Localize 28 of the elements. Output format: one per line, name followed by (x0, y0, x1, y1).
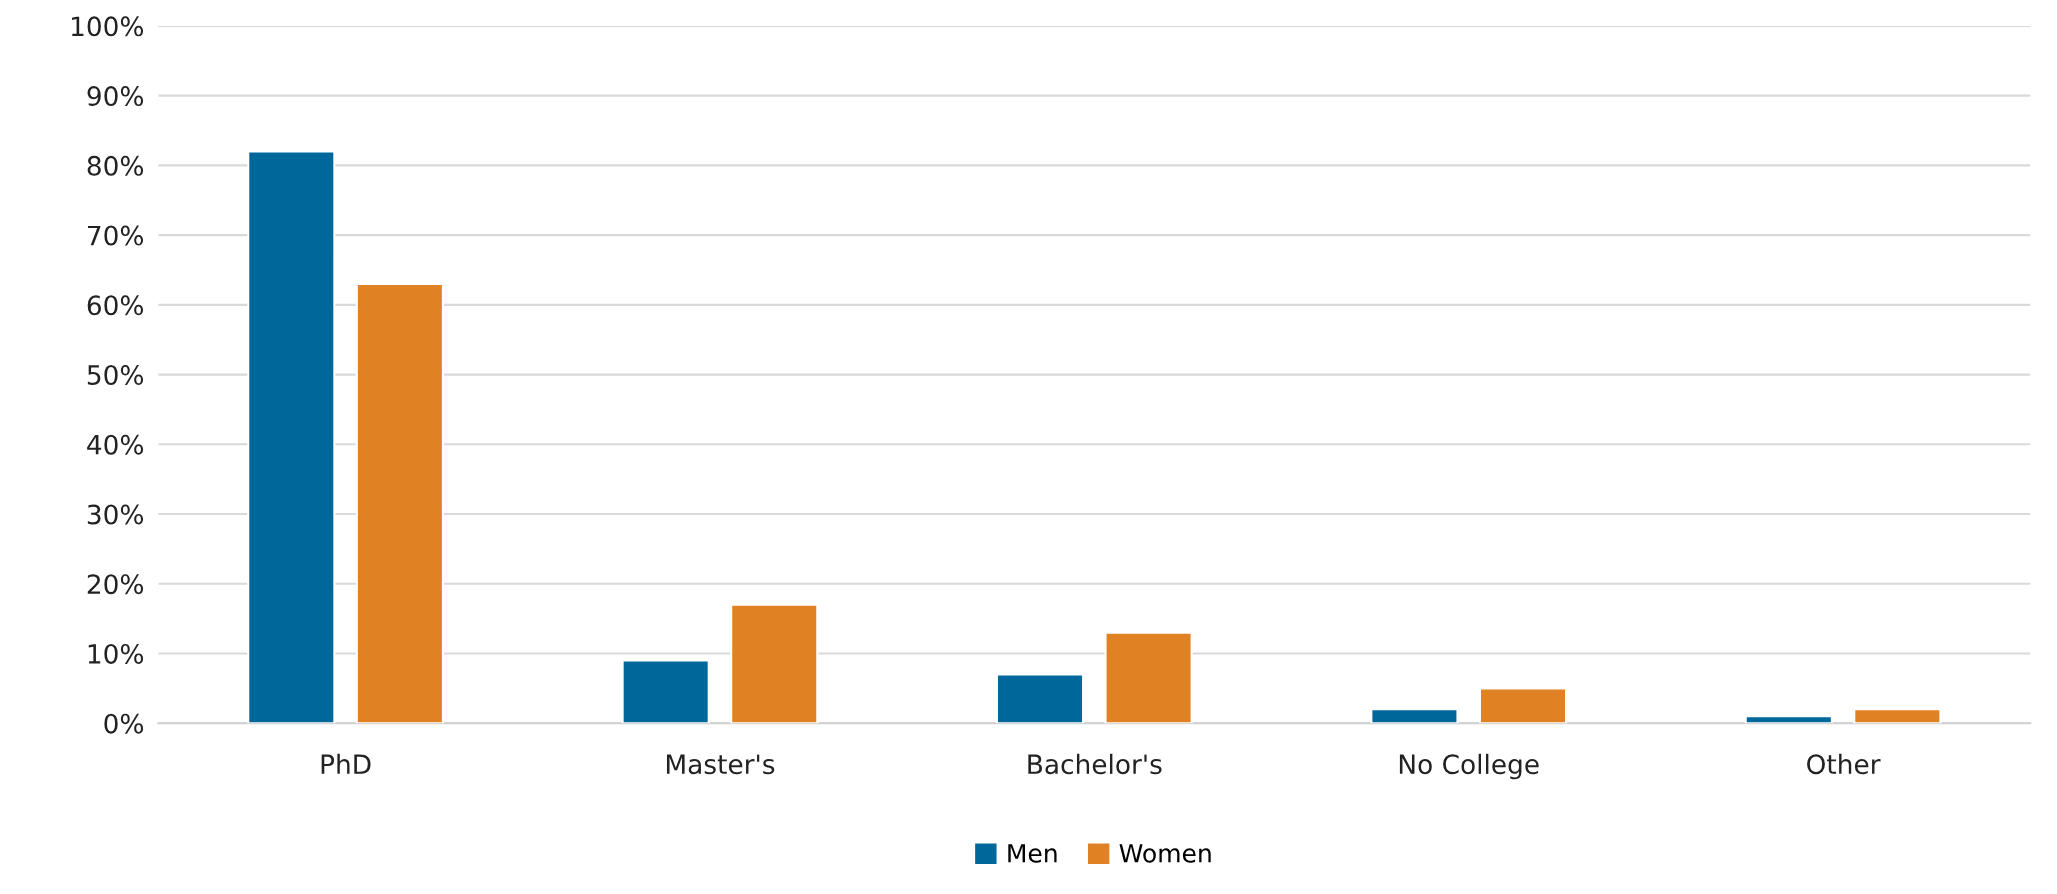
y-tick-label: 70% (88, 225, 144, 246)
bar (621, 659, 710, 724)
y-tick-label: 20% (87, 574, 144, 595)
bar (730, 603, 819, 724)
legend-label: Women (1119, 844, 1211, 863)
bar (995, 673, 1085, 724)
x-tick-label: Master's (666, 754, 775, 775)
y-tick-label: 10% (88, 643, 144, 664)
bar (1478, 687, 1568, 724)
bar (247, 150, 336, 724)
y-tick-label: 0% (104, 713, 144, 734)
y-tick-label: 80% (87, 155, 144, 176)
x-tick-label: No College (1399, 753, 1539, 780)
bar (1370, 708, 1459, 724)
legend-label: Men (1008, 844, 1057, 863)
y-tick-label: 60% (87, 295, 144, 316)
bar (1104, 631, 1193, 724)
y-tick-label: 40% (87, 434, 144, 455)
y-tick-label: 100% (71, 16, 144, 37)
x-tick-label: PhD (321, 753, 371, 774)
x-tick-label: Bachelor's (1028, 753, 1162, 775)
y-tick-label: 50% (87, 365, 144, 385)
x-tick-label: Other (1807, 753, 1881, 775)
y-tick-label: 90% (87, 86, 144, 107)
bar (1853, 708, 1942, 724)
bar (1744, 715, 1833, 724)
y-tick-label: 30% (87, 504, 144, 525)
bar (355, 282, 444, 724)
